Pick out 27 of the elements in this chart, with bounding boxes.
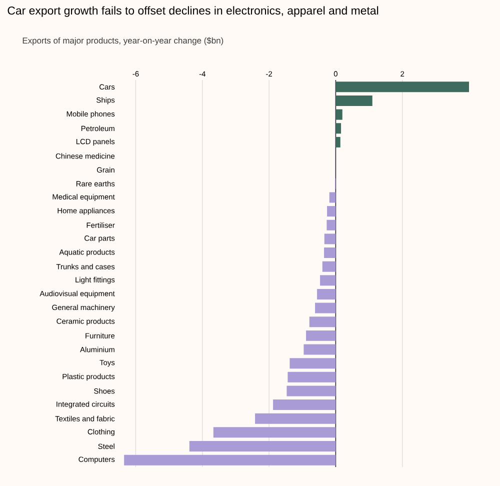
bar [315, 302, 336, 314]
bar [336, 95, 372, 106]
bar [327, 206, 336, 217]
bar [255, 413, 336, 424]
bar [304, 344, 336, 355]
bar [326, 220, 336, 230]
bar [320, 275, 336, 286]
bar [336, 123, 342, 134]
chart-title: Car export growth fails to offset declines in electronics, apparel and metal [8, 6, 378, 17]
bar [324, 248, 336, 258]
bar [329, 192, 336, 203]
bar [286, 386, 336, 396]
bar [317, 288, 336, 300]
bar [290, 358, 336, 369]
bar [324, 234, 336, 244]
bar [288, 372, 336, 382]
bar [273, 400, 336, 410]
bar [213, 427, 336, 438]
bar [309, 316, 336, 328]
bar [322, 261, 336, 272]
bar [124, 454, 336, 466]
bar [189, 441, 336, 452]
bar [306, 330, 336, 341]
bar [336, 136, 340, 148]
bar [336, 82, 470, 92]
bar [336, 109, 342, 120]
chart-subtitle: Exports of major products, year-on-year change ($bn) [22, 37, 224, 46]
